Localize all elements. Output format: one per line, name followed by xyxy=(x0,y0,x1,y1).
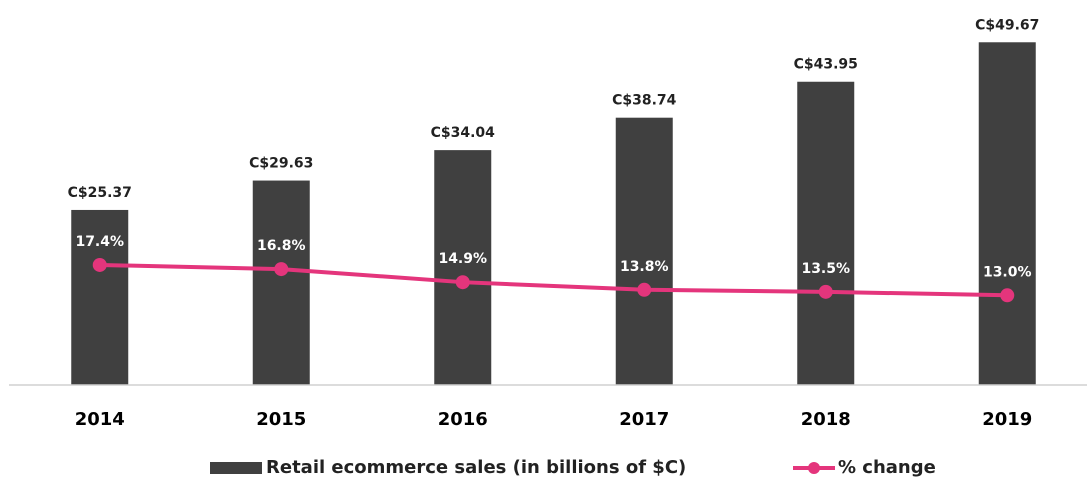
line-marker xyxy=(1000,288,1015,303)
bar-value-label: C$49.67 xyxy=(975,17,1039,33)
legend-label: % change xyxy=(838,457,936,478)
line-value-label: 16.8% xyxy=(257,238,306,254)
bar xyxy=(615,117,673,385)
bar xyxy=(71,209,129,385)
bar xyxy=(434,150,492,385)
x-tick-label: 2015 xyxy=(256,409,306,430)
bar xyxy=(978,42,1036,385)
bar-value-label: C$29.63 xyxy=(249,156,313,172)
bar-value-label: C$38.74 xyxy=(612,93,677,109)
line-value-label: 14.9% xyxy=(438,251,487,267)
line-marker xyxy=(274,262,289,277)
line xyxy=(99,262,1008,298)
x-tick-label: 2019 xyxy=(982,409,1032,430)
legend-label: Retail ecommerce sales (in billions of $… xyxy=(266,457,686,478)
line-marker xyxy=(818,284,833,299)
bar xyxy=(797,81,855,386)
bar xyxy=(252,180,310,385)
legend-swatch xyxy=(808,462,820,474)
legend-swatch xyxy=(210,462,262,474)
line-marker xyxy=(92,257,107,272)
x-tick-label: 2017 xyxy=(619,409,669,430)
line-marker xyxy=(455,275,470,290)
line-value-label: 13.5% xyxy=(801,261,850,277)
bar-value-label: C$25.37 xyxy=(68,185,132,201)
line-value-label: 17.4% xyxy=(75,234,124,250)
line-value-label: 13.8% xyxy=(620,259,669,275)
x-tick-label: 2018 xyxy=(801,409,851,430)
bar-value-label: C$34.04 xyxy=(431,125,496,141)
x-tick-label: 2014 xyxy=(75,409,125,430)
x-tick-label: 2016 xyxy=(438,409,488,430)
bar-value-label: C$43.95 xyxy=(794,57,858,73)
line-value-label: 13.0% xyxy=(983,264,1032,280)
line-marker xyxy=(637,282,652,297)
